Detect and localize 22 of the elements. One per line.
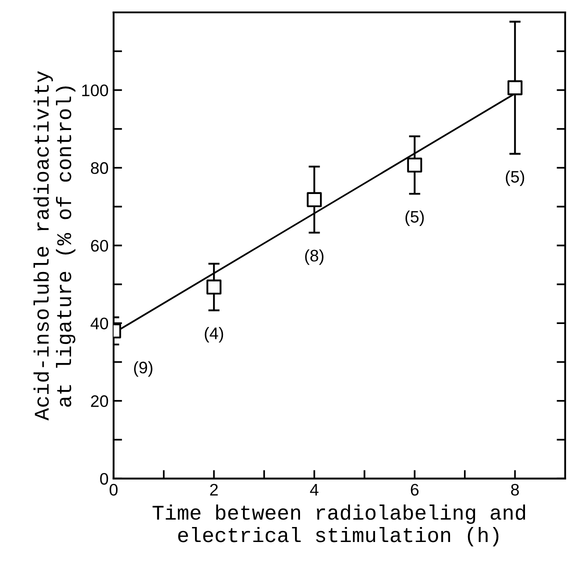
- annotation: (4): [204, 327, 224, 343]
- y-tick-label: 60: [91, 240, 108, 252]
- x-tick-label: 0: [110, 484, 118, 496]
- y-tick-label: 80: [90, 162, 108, 174]
- y-tick-label: 0: [100, 472, 108, 485]
- annotation: (5): [506, 170, 524, 186]
- y-tick-label: 20: [91, 395, 108, 408]
- annotation: (5): [405, 210, 424, 226]
- point: [407, 158, 422, 173]
- annotation: (9): [134, 361, 152, 377]
- y-axis-title: Acid-insoluble radioactivity at ligature (% of control): [34, 71, 76, 421]
- annotation: (8): [305, 249, 324, 265]
- x-tick-label: 6: [410, 484, 419, 496]
- x-axis-title: Time between radiolabeling and electrical stimulation (h): [152, 504, 526, 546]
- x-tick-label: 2: [210, 484, 218, 496]
- point: [306, 192, 322, 208]
- point: [507, 80, 522, 96]
- y-tick-label: 40: [90, 318, 108, 330]
- x-tick-label: 4: [310, 484, 318, 496]
- y-tick-label: 100: [82, 84, 108, 96]
- x-tick-label: 8: [511, 484, 519, 496]
- point: [206, 280, 222, 295]
